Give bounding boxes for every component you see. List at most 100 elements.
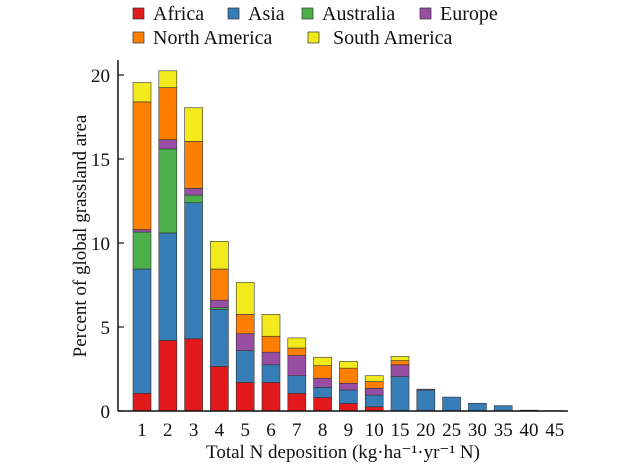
bar-segment-australia: [158, 148, 178, 234]
legend-swatch: [227, 7, 240, 20]
bar-segment-south-america: [364, 375, 384, 382]
bar-segment-south-america: [210, 241, 229, 270]
legend-label: Europe: [440, 3, 498, 25]
bar-segment-north-america: [364, 381, 384, 389]
bar-segment-north-america: [313, 365, 332, 379]
legend-label: North America: [153, 27, 273, 49]
y-tick-label: 10: [91, 234, 110, 255]
x-tick-label: 25: [442, 420, 461, 441]
bar-segment-australia: [132, 231, 152, 270]
bar-stack-9: [339, 361, 358, 412]
bar-segment-europe: [313, 377, 332, 388]
bar-segment-africa: [210, 366, 229, 412]
legend-swatch: [132, 31, 145, 44]
legend-item-south-america: South America: [307, 27, 453, 49]
bar-segment-africa: [287, 393, 307, 412]
bar-stack-1: [132, 82, 152, 412]
bar-segment-north-america: [132, 101, 152, 230]
x-tick-label: 8: [318, 420, 328, 441]
bar-segment-asia: [442, 396, 461, 412]
bar-segment-africa: [313, 397, 332, 412]
bar-segment-europe: [339, 382, 358, 391]
bar-segment-europe: [235, 333, 255, 351]
bar-segment-north-america: [184, 141, 203, 189]
bar-segment-europe: [132, 229, 152, 233]
legend-item-asia: Asia: [227, 3, 285, 25]
bar-segment-south-america: [235, 282, 255, 315]
bar-segment-north-america: [235, 314, 255, 335]
x-tick-label: 15: [391, 420, 410, 441]
bar-segment-africa: [158, 340, 178, 412]
y-tick-label: 0: [101, 402, 111, 423]
legend-label: Australia: [322, 3, 395, 25]
bar-segment-north-america: [158, 87, 178, 140]
y-tick-label: 20: [91, 66, 110, 87]
bar-segment-north-america: [287, 347, 307, 356]
legend-item-australia: Australia: [301, 3, 395, 25]
x-tick-label: 3: [189, 420, 199, 441]
x-tick-label: 35: [494, 420, 513, 441]
legend-label: South America: [333, 27, 453, 49]
bar-segment-asia: [132, 268, 152, 394]
bars: [132, 70, 565, 412]
legend: Africa Asia Australia Europe North America So…: [132, 3, 498, 49]
x-tick-label: 5: [240, 420, 250, 441]
bar-segment-africa: [339, 403, 358, 412]
x-tick-label: 6: [266, 420, 276, 441]
bar-segment-asia: [468, 402, 487, 412]
bar-segment-asia: [210, 309, 229, 367]
bar-segment-asia: [493, 405, 513, 412]
bar-segment-north-america: [261, 335, 281, 353]
bar-segment-europe: [364, 388, 384, 396]
legend-swatch: [419, 7, 432, 20]
bar-segment-asia: [339, 389, 358, 404]
bar-segment-south-america: [287, 337, 307, 349]
bar-segment-europe: [416, 388, 436, 391]
bar-stack-2: [158, 70, 178, 412]
x-tick-label: 45: [545, 420, 564, 441]
x-tick-label: 4: [215, 420, 225, 441]
bar-stack-20: [416, 388, 436, 412]
bar-segment-south-america: [313, 356, 332, 366]
bar-segment-europe: [210, 299, 229, 308]
bar-stack-35: [493, 405, 513, 412]
legend-item-north-america: North America: [132, 27, 273, 49]
axes: [117, 60, 568, 412]
bar-segment-europe: [261, 351, 281, 366]
bar-stack-10: [364, 375, 384, 412]
bar-segment-south-america: [132, 82, 152, 103]
x-tick-label: 7: [292, 420, 302, 441]
legend-label: Africa: [153, 3, 204, 25]
legend-label: Asia: [248, 3, 285, 25]
bar-segment-europe: [158, 139, 178, 150]
bar-segment-north-america: [390, 360, 410, 366]
legend-swatch: [301, 7, 314, 20]
x-axis-label: Total N deposition (kg·ha⁻¹·yr⁻¹ N): [206, 442, 480, 463]
bar-segment-south-america: [390, 356, 410, 361]
bar-stack-15: [390, 356, 410, 412]
bar-segment-south-america: [184, 107, 203, 142]
bar-stack-3: [184, 107, 203, 412]
bar-segment-asia: [158, 232, 178, 341]
legend-swatch: [307, 31, 320, 44]
x-tick-label: 40: [520, 420, 539, 441]
bar-segment-africa: [261, 382, 281, 412]
bar-segment-asia: [287, 375, 307, 394]
bar-segment-south-america: [158, 70, 178, 88]
bar-stack-4: [210, 241, 229, 412]
bar-segment-asia: [390, 376, 410, 412]
bar-segment-europe: [287, 355, 307, 377]
legend-item-africa: Africa: [132, 3, 204, 25]
bar-segment-australia: [184, 194, 203, 203]
bar-segment-europe: [390, 364, 410, 377]
x-tick-label: 9: [344, 420, 354, 441]
y-ticks: 0 5 10 15 20: [91, 66, 124, 423]
bar-segment-africa: [235, 382, 255, 412]
bar-segment-asia: [416, 389, 436, 412]
bar-segment-asia: [313, 387, 332, 398]
legend-swatch: [132, 7, 145, 20]
bar-stack-25: [442, 396, 461, 412]
bar-stack-8: [313, 356, 332, 412]
x-tick-label: 2: [163, 420, 173, 441]
